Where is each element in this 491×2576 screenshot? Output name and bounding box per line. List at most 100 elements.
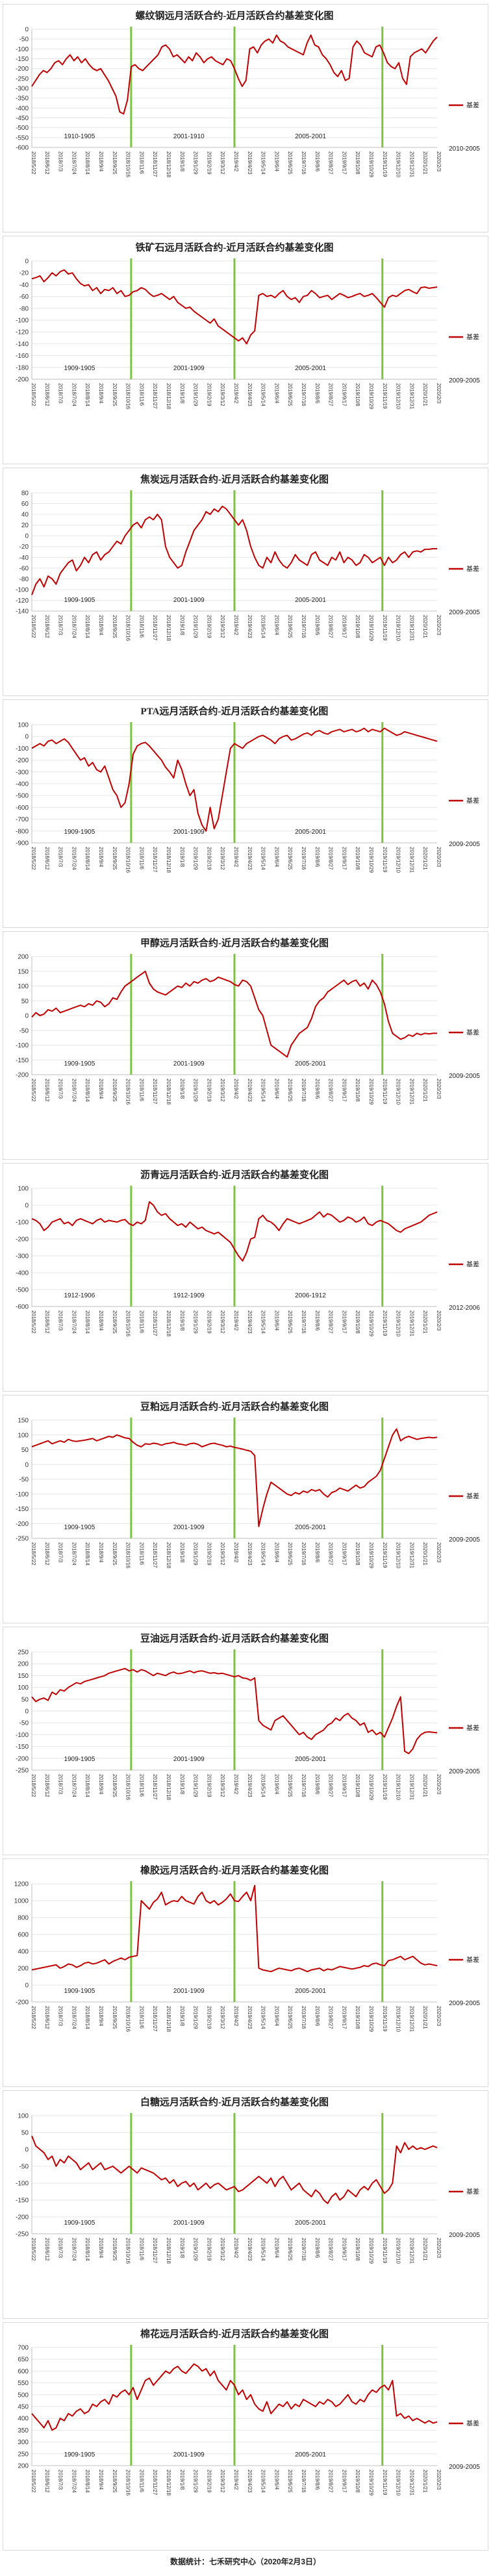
x-tick-label: 2019/4/2 [233, 615, 239, 636]
x-tick-label: 2019/3/12 [220, 383, 225, 406]
x-tick-label: 2018/7/24 [71, 151, 77, 175]
x-tick-label: 2019/2/19 [206, 615, 212, 638]
period-label: 2009-2005 [449, 1536, 480, 1544]
x-tick-label: 2018/12/18 [166, 1310, 171, 1337]
x-tick-label: 2019/9/17 [341, 1310, 347, 1334]
chart-svg: 甲醇远月活跃合约-近月活跃合约基差变化图 200 150 100 50 0 -50 -100 -… [16, 937, 480, 1105]
period-label: 2001-1909 [173, 365, 205, 372]
x-tick-label: 2019/1/29 [193, 615, 199, 638]
x-tick-label: 2019/8/6 [314, 1079, 320, 1099]
x-tick-label: 2020/2/3 [436, 383, 442, 404]
basis-series-line [31, 1668, 438, 1755]
y-tick-label: 200 [18, 1966, 29, 1973]
x-tick-label: 2019/12/31 [409, 847, 414, 873]
x-tick-label: 2019/5/14 [260, 1310, 266, 1334]
x-tick-label: 2019/1/29 [193, 847, 199, 870]
period-label: 2010-2005 [449, 145, 480, 153]
x-tick-label: 2018/11/6 [138, 1079, 144, 1102]
x-tick-label: 2020/2/3 [436, 1774, 442, 1795]
basis-series-line [31, 970, 437, 1058]
x-tick-label: 2019/1/8 [179, 847, 185, 868]
y-tick-label: 350 [18, 2427, 29, 2434]
x-tick-label: 2019/8/27 [328, 1079, 334, 1102]
y-tick-label: -40 [19, 555, 29, 562]
x-tick-label: 2019/12/31 [409, 2470, 414, 2496]
legend-label: 基差 [466, 1029, 479, 1037]
period-label: 2001-1909 [173, 1988, 205, 1995]
x-tick-label: 2019/11/19 [382, 615, 388, 641]
chart-title: 白糖远月活跃合约-近月活跃合约基差变化图 [140, 2096, 329, 2108]
period-label: 2005-2001 [295, 1524, 326, 1531]
x-tick-label: 2019/6/25 [287, 2006, 293, 2029]
x-tick-label: 2019/2/19 [206, 1774, 212, 1797]
x-tick-label: 2019/5/14 [260, 2006, 266, 2029]
x-tick-label: 2018/8/14 [84, 1774, 90, 1797]
x-tick-label: 2019/11/19 [382, 2238, 388, 2264]
x-tick-label: 2019/2/19 [206, 2006, 212, 2029]
period-label: 2005-2001 [295, 829, 326, 836]
y-tick-label: -100 [16, 1219, 29, 1227]
x-tick-label: 2019/3/12 [220, 847, 225, 870]
y-tick-label: 0 [25, 734, 29, 741]
x-tick-label: 2019/3/12 [220, 1774, 225, 1797]
y-tick-label: -20 [19, 544, 29, 551]
x-tick-label: 2018/5/22 [31, 2470, 36, 2493]
y-tick-label: 60 [21, 501, 29, 508]
period-label: 2005-2001 [295, 1756, 326, 1763]
basis-series-line [31, 2135, 438, 2205]
x-tick-label: 2018/6/12 [44, 2470, 50, 2493]
x-tick-label: 2019/7/16 [301, 1774, 307, 1797]
x-tick-label: 2019/1/29 [193, 2238, 199, 2261]
x-tick-label: 2019/12/10 [396, 615, 401, 642]
x-tick-label: 2018/5/22 [31, 1079, 36, 1102]
period-label: 2005-2001 [295, 2220, 326, 2227]
chart-panel: 橡胶远月活跃合约-近月活跃合约基差变化图 1200 1000 800 600 400 200… [3, 1858, 488, 2087]
y-tick-label: -200 [16, 1999, 29, 2007]
x-tick-label: 2018/9/25 [112, 1542, 118, 1566]
y-tick-label: -550 [16, 134, 29, 142]
x-tick-label: 2018/10/16 [125, 383, 131, 410]
x-tick-label: 2018/12/18 [166, 151, 171, 178]
x-tick-label: 2019/1/8 [179, 1310, 185, 1331]
basis-series-line [31, 1201, 438, 1262]
x-tick-label: 2018/11/27 [152, 1542, 158, 1568]
y-tick-label: 1200 [14, 1881, 29, 1888]
y-tick-label: -200 [16, 1521, 29, 1528]
x-tick-label: 2018/11/27 [152, 2006, 158, 2032]
chart-title: 螺纹钢远月活跃合约-近月活跃合约基差变化图 [136, 10, 334, 21]
x-tick-label: 2019/10/29 [368, 847, 374, 873]
x-tick-label: 2019/10/8 [355, 847, 360, 870]
x-tick-label: 2019/4/2 [233, 2238, 239, 2258]
period-label: 2005-2001 [295, 133, 326, 140]
x-tick-label: 2019/8/27 [328, 383, 334, 406]
x-tick-label: 2018/10/16 [125, 847, 131, 873]
x-tick-label: 2018/11/6 [138, 1310, 144, 1334]
x-tick-label: 2018/6/12 [44, 1774, 50, 1797]
period-label: 1909-1905 [64, 365, 95, 372]
y-tick-label: -250 [16, 75, 29, 82]
x-tick-label: 2018/8/14 [84, 1079, 90, 1102]
x-tick-label: 2019/8/27 [328, 1774, 334, 1797]
y-tick-label: 200 [18, 954, 29, 961]
y-tick-label: -60 [19, 565, 29, 572]
x-tick-label: 2019/4/2 [233, 151, 239, 172]
chart-panel: 螺纹钢远月活跃合约-近月活跃合约基差变化图 0 -50 -100 -150 -200 -25… [3, 4, 488, 232]
x-tick-label: 2019/12/10 [396, 1542, 401, 1569]
x-tick-label: 2019/10/8 [355, 2470, 360, 2493]
x-tick-label: 2019/9/17 [341, 1542, 347, 1566]
x-tick-label: 2019/9/17 [341, 2006, 347, 2029]
y-tick-label: -200 [16, 66, 29, 73]
chart-title: 焦炭远月活跃合约-近月活跃合约基差变化图 [140, 473, 329, 485]
x-tick-label: 2020/2/3 [436, 1079, 442, 1099]
x-tick-label: 2018/6/12 [44, 1542, 50, 1566]
x-tick-label: 2019/6/25 [287, 2470, 293, 2493]
period-label: 2005-2001 [295, 597, 326, 604]
x-tick-label: 2019/5/14 [260, 615, 266, 638]
x-tick-label: 2018/9/25 [112, 383, 118, 406]
period-label: 2001-1909 [173, 597, 205, 604]
x-tick-label: 2019/1/8 [179, 1542, 185, 1563]
x-tick-label: 2019/12/10 [396, 151, 401, 178]
x-tick-label: 2019/7/16 [301, 1310, 307, 1334]
x-tick-label: 2018/11/27 [152, 615, 158, 641]
y-tick-label: 50 [21, 2130, 29, 2137]
